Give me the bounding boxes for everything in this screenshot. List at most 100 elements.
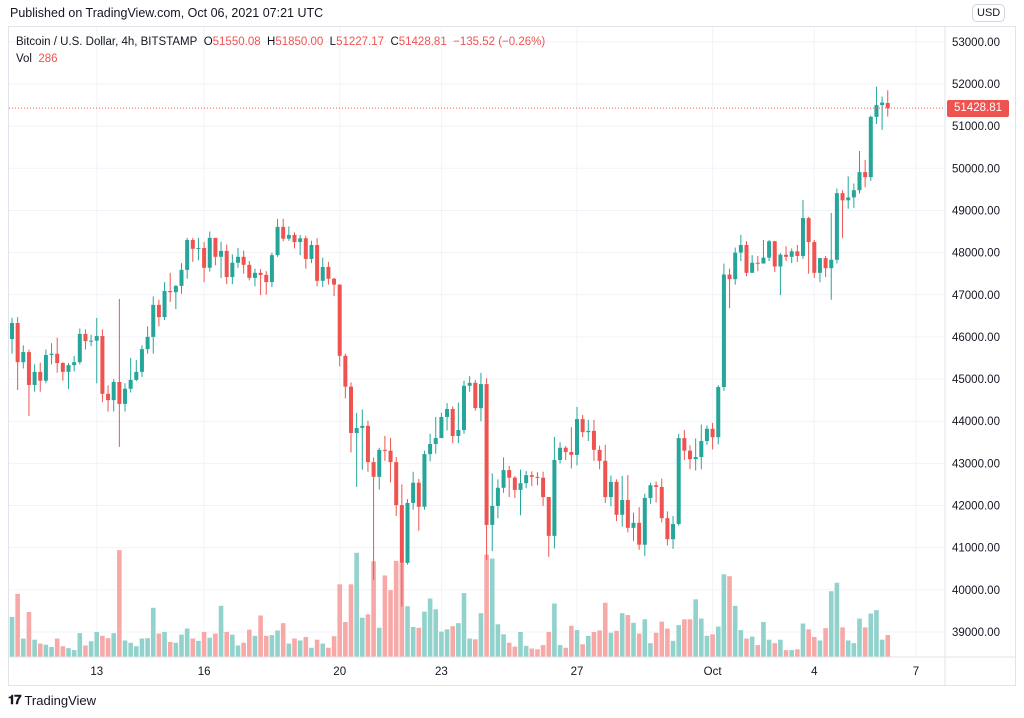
volume-bar <box>162 632 167 657</box>
candle <box>558 442 563 464</box>
volume-bar <box>128 642 133 657</box>
candle-body <box>558 447 563 460</box>
candles <box>10 86 890 607</box>
candle-body <box>817 258 822 273</box>
volume-bar <box>365 614 371 657</box>
volume-bar <box>619 613 625 657</box>
candle-body <box>258 272 263 275</box>
candle-body <box>77 333 82 363</box>
volume-bar <box>303 637 309 657</box>
candle-body <box>337 284 342 356</box>
volume-bar <box>360 617 365 657</box>
candle-body <box>286 234 291 239</box>
candle <box>416 478 421 531</box>
volume-bar <box>885 635 891 657</box>
volume-bar <box>540 645 546 657</box>
candle <box>637 507 642 550</box>
candle-body <box>597 449 602 461</box>
price-tick-label: 48000.00 <box>952 248 1000 260</box>
volume-bar <box>636 633 642 657</box>
candle <box>60 362 65 381</box>
candle <box>846 176 851 209</box>
volume-bar <box>371 561 376 657</box>
price-tick-label: 40000.00 <box>952 585 1000 597</box>
symbol-label[interactable]: Bitcoin / U.S. Dollar, 4h, BITSTAMP <box>16 36 198 48</box>
candle-body <box>659 486 664 519</box>
candle <box>179 263 184 294</box>
candle <box>15 317 20 391</box>
volume-bar <box>348 584 354 657</box>
volume-bar <box>139 638 145 657</box>
candle-body <box>382 449 387 451</box>
volume-bar <box>693 599 698 657</box>
volume-bar <box>795 649 800 657</box>
volume-bar <box>665 628 670 657</box>
volume-bar <box>399 563 405 657</box>
tradingview-brand[interactable]: 𝟏𝟕 TradingView <box>8 692 96 708</box>
candle-body <box>586 430 591 433</box>
close-value: 51428.81 <box>398 36 447 48</box>
candle <box>247 261 252 281</box>
candle-body <box>806 218 811 243</box>
volume-bar <box>331 636 337 657</box>
candle-body <box>173 285 178 293</box>
candle <box>552 436 557 549</box>
candle <box>77 328 82 365</box>
candle <box>439 412 444 439</box>
open-value: 51550.08 <box>212 36 261 48</box>
candle <box>512 475 517 498</box>
candle <box>535 472 540 486</box>
candle-body <box>162 290 167 318</box>
candle-body <box>778 254 783 267</box>
volume-bar <box>258 615 263 657</box>
candle <box>812 239 817 278</box>
candle-body <box>767 241 772 258</box>
volume-bars <box>9 550 891 657</box>
volume-bar <box>812 637 817 657</box>
currency-badge[interactable]: USD <box>972 4 1006 22</box>
volume-bar <box>77 633 83 657</box>
price-tick-label: 44000.00 <box>952 416 1000 428</box>
price-tick-label: 50000.00 <box>952 163 1000 175</box>
price-tick-label: 51000.00 <box>952 121 1000 133</box>
volume-bar <box>184 628 190 657</box>
candle-body <box>541 477 546 498</box>
candle-body <box>332 278 337 285</box>
candle-body <box>354 427 359 434</box>
volume-bar <box>456 623 461 657</box>
candle-body <box>671 524 676 540</box>
candle <box>778 253 783 296</box>
candle <box>309 240 314 264</box>
candle <box>676 433 681 526</box>
candle-body <box>580 419 585 433</box>
volume-bar <box>817 640 823 657</box>
candle <box>490 473 495 552</box>
candle <box>258 269 263 296</box>
volume-bar <box>495 624 501 657</box>
candle <box>433 416 438 454</box>
price-tick-label: 41000.00 <box>952 543 1000 555</box>
volume-bar <box>659 621 665 657</box>
candle-body <box>744 245 749 273</box>
volume-bar <box>546 632 552 657</box>
candle-body <box>128 379 133 389</box>
volume-bar <box>433 609 439 657</box>
candle-body <box>303 238 308 259</box>
candle-body <box>648 485 653 498</box>
candle <box>484 378 489 560</box>
candle <box>563 446 568 460</box>
candle-body <box>388 450 393 463</box>
candle-body <box>89 340 94 342</box>
candle-body <box>292 234 297 243</box>
close-label: C <box>390 36 399 48</box>
candle-body <box>801 218 805 256</box>
volume-bar <box>190 638 196 657</box>
candle <box>377 447 382 490</box>
volume-bar <box>94 632 100 657</box>
volume-bar <box>715 626 721 657</box>
price-tick-label: 45000.00 <box>952 374 1000 386</box>
volume-bar <box>755 645 761 657</box>
candle-body <box>846 197 851 201</box>
candle-body <box>524 475 529 484</box>
